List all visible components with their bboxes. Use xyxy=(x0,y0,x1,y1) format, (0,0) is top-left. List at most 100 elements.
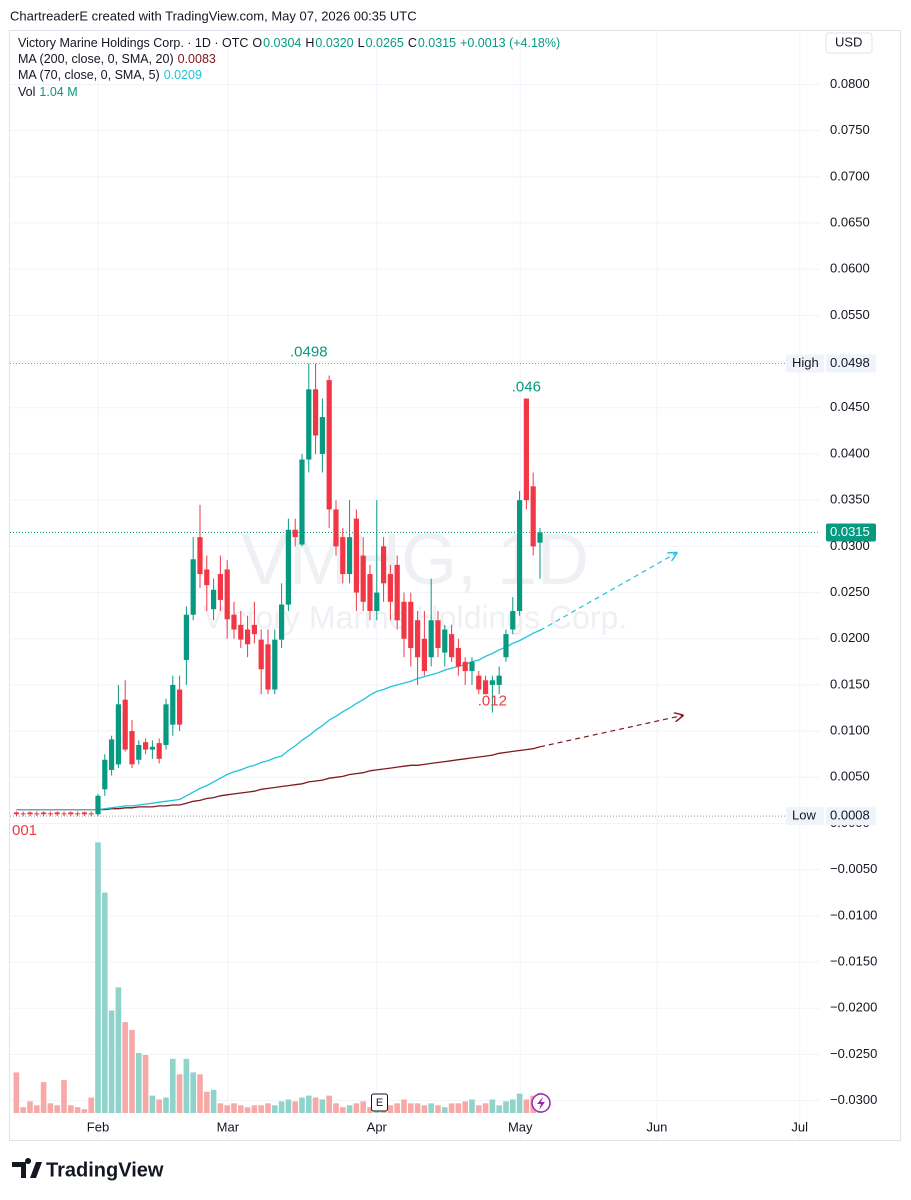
indicator-name: MA (70, close, 0, SMA, 5) xyxy=(18,68,160,82)
candle-body xyxy=(61,813,67,815)
candle-body xyxy=(204,569,210,586)
candle-body xyxy=(224,569,230,620)
candle-body xyxy=(523,398,529,501)
change: +0.0013 (+4.18%) xyxy=(460,36,560,50)
candle-body xyxy=(74,813,81,815)
candle-body xyxy=(278,604,285,640)
volume-bar xyxy=(74,1107,81,1113)
candle-body xyxy=(455,647,461,667)
candle-body xyxy=(190,559,196,615)
moving-average xyxy=(16,629,541,811)
volume-bar xyxy=(482,1103,489,1113)
candle-body xyxy=(530,486,536,547)
volume-bar xyxy=(394,1103,400,1113)
candle-body xyxy=(448,634,455,658)
y-tick-label: 0.0800 xyxy=(830,76,870,91)
volume-bar xyxy=(27,1101,33,1113)
volume-bar xyxy=(210,1089,217,1113)
volume-bar xyxy=(40,1082,47,1113)
x-tick-label: May xyxy=(508,1119,533,1134)
candle-body xyxy=(244,629,251,645)
y-tick-label: 0.0650 xyxy=(830,214,870,229)
candle-body xyxy=(122,699,128,750)
volume-bar xyxy=(414,1103,421,1113)
ohlc-label: L xyxy=(358,36,365,50)
candle-body xyxy=(176,689,183,725)
event-marker[interactable] xyxy=(371,1093,389,1112)
volume-bar xyxy=(367,1107,373,1113)
annotation: .046 xyxy=(512,379,541,396)
ohlc-label: H xyxy=(305,36,314,50)
volume-bar xyxy=(81,1109,88,1113)
candle-body xyxy=(442,629,448,653)
candle-body xyxy=(20,813,26,815)
volume-bar xyxy=(339,1107,346,1113)
currency[interactable]: USD xyxy=(835,34,862,49)
volume-bar xyxy=(169,1058,176,1113)
volume-bar xyxy=(67,1105,74,1113)
candle-body xyxy=(374,592,380,612)
volume-bar xyxy=(496,1105,502,1113)
volume-bar xyxy=(217,1103,224,1113)
volume-bar xyxy=(88,1097,94,1113)
volume-bar xyxy=(387,1105,394,1113)
lightning-icon xyxy=(537,1097,545,1110)
volume-bar xyxy=(176,1074,183,1113)
candle-body xyxy=(360,555,366,602)
annotation: .012 xyxy=(478,693,507,710)
high-value-box xyxy=(826,354,876,373)
volume-bar xyxy=(54,1105,60,1113)
candle-body xyxy=(319,417,325,454)
y-tick-label: 0.0050 xyxy=(830,769,870,784)
candle-body xyxy=(197,537,203,575)
volume-bar xyxy=(244,1107,251,1113)
volume-bar xyxy=(407,1103,414,1113)
volume-bar xyxy=(319,1099,326,1113)
currency-box[interactable] xyxy=(825,32,873,54)
volume-bar xyxy=(20,1107,26,1113)
y-tick-label: 0.0700 xyxy=(830,168,870,183)
candle-body xyxy=(537,532,543,543)
low-value-box xyxy=(826,807,876,826)
legend: Victory Marine Holdings Corp. · 1D · OTC… xyxy=(18,36,560,99)
volume-bar xyxy=(142,1055,149,1113)
y-tick-label: 0.0100 xyxy=(830,723,870,738)
candle-body xyxy=(462,661,468,672)
volume-bar xyxy=(523,1099,530,1113)
candle-body xyxy=(13,812,19,815)
candle-body xyxy=(129,731,135,765)
volume-bar xyxy=(401,1099,407,1113)
volume-bar xyxy=(251,1105,258,1113)
volume-bar xyxy=(469,1099,475,1113)
volume-bar xyxy=(353,1103,360,1113)
candle-body xyxy=(326,380,332,510)
volume-bar xyxy=(462,1101,468,1113)
footer-logo: TradingView xyxy=(12,1158,164,1181)
volume-bar xyxy=(197,1074,203,1113)
y-tick-label: 0.0150 xyxy=(830,676,870,691)
y-tick-label: −0.0150 xyxy=(830,953,877,968)
y-tick-label: 0.0200 xyxy=(830,630,870,645)
attribution: ChartreaderE created with TradingView.co… xyxy=(10,8,417,23)
candle-body xyxy=(346,537,353,575)
y-tick-label: 0.0750 xyxy=(830,122,870,137)
volume-bar xyxy=(13,1072,20,1113)
candle-body xyxy=(142,742,149,750)
volume-bar xyxy=(305,1095,312,1113)
y-tick-label: 0.0250 xyxy=(830,584,870,599)
volume-bar xyxy=(135,1053,142,1113)
ohlc-value: 0.0320 xyxy=(315,36,353,50)
x-tick-label: Mar xyxy=(217,1119,240,1134)
brand: TradingView xyxy=(46,1159,164,1181)
volume-bar xyxy=(149,1095,156,1113)
y-tick-label: 0.0450 xyxy=(830,399,870,414)
volume-bar xyxy=(278,1101,285,1113)
volume-bar xyxy=(115,987,122,1113)
candle-body xyxy=(115,704,121,765)
ohlc-value: 0.0304 xyxy=(263,36,301,50)
volume-bar xyxy=(333,1103,339,1113)
candle-body xyxy=(312,389,319,436)
candle-body xyxy=(408,601,414,648)
candle-body xyxy=(353,518,359,593)
